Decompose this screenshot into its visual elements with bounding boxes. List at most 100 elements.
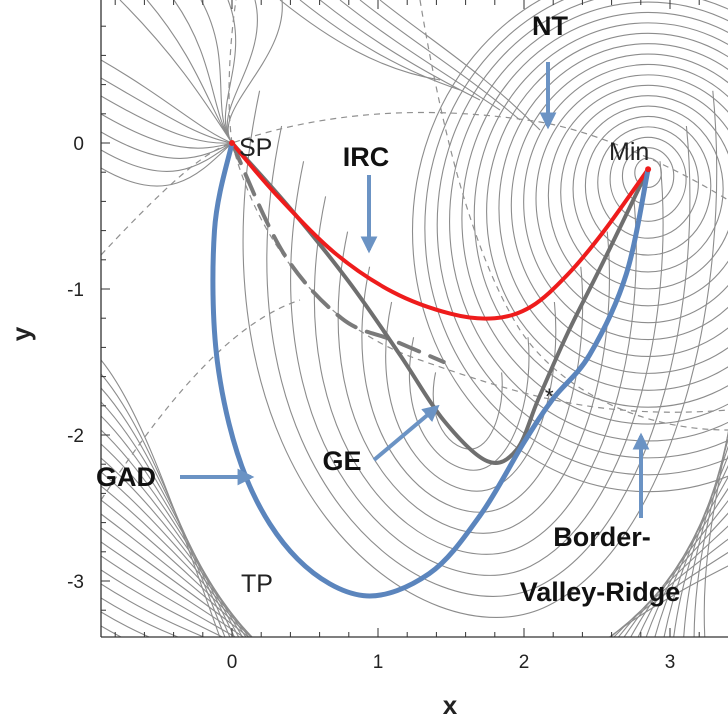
contour-line xyxy=(637,487,728,637)
dashed-contour xyxy=(228,0,237,144)
contour-line xyxy=(101,555,237,637)
contour-line xyxy=(473,22,728,408)
contour-line xyxy=(572,105,724,273)
contour-line xyxy=(339,0,501,111)
contour-line xyxy=(597,126,699,239)
contour-line xyxy=(101,583,205,637)
arrow-ge xyxy=(372,404,440,462)
series-ge-line xyxy=(230,141,651,465)
x-tick-label: 1 xyxy=(373,652,384,673)
contour-line xyxy=(101,527,250,637)
contour-line xyxy=(226,0,258,144)
series-layer xyxy=(210,140,651,599)
contour-line xyxy=(535,74,728,324)
contour-line xyxy=(101,457,250,637)
tick-marks xyxy=(101,0,700,637)
contour-line xyxy=(101,95,233,144)
point-labels: SP Min TP * xyxy=(239,134,649,598)
contour-line xyxy=(266,125,691,597)
contour-line xyxy=(693,432,728,637)
label-irc: IRC xyxy=(343,142,390,172)
point-label-tp: TP xyxy=(241,570,273,598)
contour-line xyxy=(703,430,728,637)
contour-line xyxy=(101,429,244,637)
point-label-sp: SP xyxy=(239,134,272,162)
contour-line xyxy=(523,63,728,341)
dashed-contour xyxy=(231,142,728,413)
point-label-star: * xyxy=(545,384,554,409)
contour-line xyxy=(101,513,253,637)
series-gad-line xyxy=(210,140,651,599)
contour-line xyxy=(337,231,610,534)
contour-line xyxy=(630,500,728,637)
contour-line xyxy=(673,445,728,637)
contour-line xyxy=(101,113,233,149)
contour-line xyxy=(101,415,240,637)
contour-line xyxy=(101,597,180,637)
point-marker-min xyxy=(645,166,652,173)
contour-line xyxy=(486,32,728,391)
y-tick-label: -1 xyxy=(67,280,84,301)
contour-line xyxy=(436,0,728,459)
y-tick-label: 0 xyxy=(73,134,84,155)
contour-line xyxy=(319,0,481,101)
contour-line xyxy=(498,43,728,374)
contour-line xyxy=(101,569,224,637)
contour-line xyxy=(461,11,728,425)
contour-line xyxy=(609,136,687,222)
y-tick-label: -3 xyxy=(67,572,84,593)
contour-line xyxy=(101,142,233,172)
contour-line xyxy=(654,465,728,637)
contour-line xyxy=(119,0,233,144)
contour-line xyxy=(101,485,253,637)
contour-line xyxy=(408,337,530,471)
contour-line xyxy=(623,512,728,637)
contour-line xyxy=(449,1,728,442)
contour-line xyxy=(584,115,712,256)
dashed-contour xyxy=(101,111,728,256)
contour-line xyxy=(101,131,233,159)
contour-line xyxy=(560,95,728,290)
contour-line xyxy=(101,443,247,637)
background-contours xyxy=(101,0,728,637)
contour-line xyxy=(146,0,233,144)
contour-line xyxy=(242,90,718,618)
contour-line xyxy=(621,147,675,205)
contour-line xyxy=(617,525,728,637)
contour-line xyxy=(313,196,637,555)
annotation-labels: NT IRC GE GAD Border- Valley-Ridge xyxy=(96,11,680,607)
y-axis-label: y xyxy=(6,326,36,341)
contour-line xyxy=(173,0,233,144)
contour-line xyxy=(101,401,235,637)
contour-line xyxy=(510,53,728,357)
contour-line xyxy=(101,373,226,637)
contour-line xyxy=(101,625,123,637)
contour-line xyxy=(379,0,541,131)
x-axis-label: x xyxy=(443,690,458,720)
label-nt: NT xyxy=(532,11,568,41)
label-gad: GAD xyxy=(96,462,156,492)
y-tick-label: -2 xyxy=(67,426,84,447)
dashed-contours xyxy=(101,0,728,501)
contour-line xyxy=(101,142,233,187)
contour-line xyxy=(101,471,252,637)
point-marker-sp xyxy=(229,140,235,146)
contour-line xyxy=(547,84,728,307)
contour-line xyxy=(227,0,283,144)
contour-line xyxy=(359,0,521,121)
contour-line xyxy=(101,611,151,637)
contour-line xyxy=(663,454,728,637)
point-label-min: Min xyxy=(609,138,649,166)
tick-labels: 0 1 2 3 0 -1 -2 -3 xyxy=(67,134,675,673)
contour-line xyxy=(385,301,557,492)
contour-line xyxy=(101,59,233,144)
contour-line xyxy=(101,541,245,637)
label-border: Border- xyxy=(553,522,651,552)
contour-line xyxy=(101,499,254,637)
label-valley-ridge: Valley-Ridge xyxy=(520,577,681,607)
label-ge: GE xyxy=(322,446,361,476)
dashed-contour xyxy=(419,0,728,431)
x-tick-label: 0 xyxy=(227,652,238,673)
marker-layer xyxy=(229,140,652,173)
